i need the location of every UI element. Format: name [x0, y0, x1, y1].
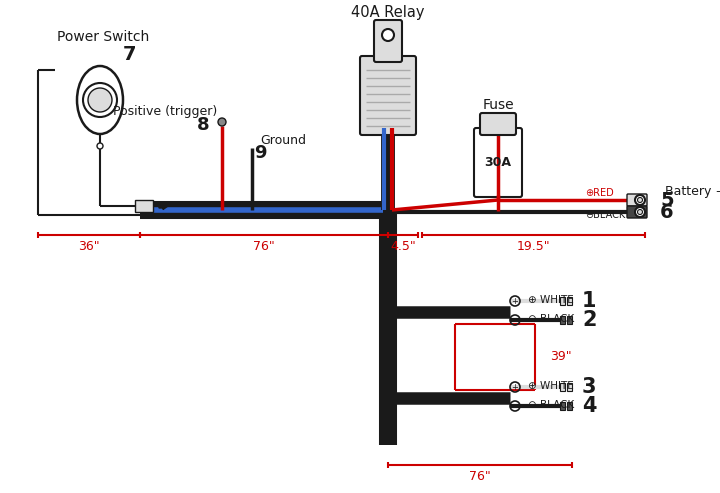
- Circle shape: [218, 118, 226, 126]
- Circle shape: [635, 207, 645, 217]
- Bar: [567, 316, 572, 324]
- Text: +: +: [512, 383, 518, 391]
- Bar: [567, 402, 572, 410]
- Bar: [560, 316, 565, 324]
- Text: -: -: [513, 401, 517, 411]
- Text: 5: 5: [660, 190, 674, 210]
- Text: 1: 1: [582, 291, 596, 311]
- Circle shape: [635, 195, 645, 205]
- Text: 76": 76": [469, 469, 491, 483]
- Bar: [567, 383, 572, 391]
- FancyBboxPatch shape: [474, 128, 522, 197]
- Text: -: -: [513, 315, 517, 325]
- Bar: [135, 200, 153, 212]
- Bar: [567, 297, 572, 305]
- Text: 39": 39": [550, 351, 572, 363]
- Text: ⊕ WHITE: ⊕ WHITE: [528, 295, 574, 305]
- Text: 7: 7: [123, 45, 137, 65]
- Text: Power Switch: Power Switch: [57, 30, 149, 44]
- Text: Battery +/-: Battery +/-: [665, 185, 720, 199]
- Bar: [560, 383, 565, 391]
- Ellipse shape: [77, 66, 123, 134]
- Circle shape: [97, 143, 103, 149]
- Text: ⊕RED: ⊕RED: [585, 188, 613, 198]
- Text: ⊖BLACK: ⊖BLACK: [585, 210, 625, 220]
- Text: ⊖ BLACK: ⊖ BLACK: [528, 400, 575, 410]
- Circle shape: [83, 83, 117, 117]
- FancyArrow shape: [159, 203, 168, 210]
- Text: 3: 3: [582, 377, 596, 397]
- Text: ⊕ WHITE: ⊕ WHITE: [528, 381, 574, 391]
- Text: Ground: Ground: [260, 134, 306, 146]
- FancyBboxPatch shape: [627, 206, 647, 218]
- Bar: [560, 297, 565, 305]
- Bar: [560, 402, 565, 410]
- Text: 9: 9: [254, 144, 266, 162]
- Text: 4.5": 4.5": [390, 240, 416, 252]
- Circle shape: [637, 198, 642, 203]
- Text: 76": 76": [253, 240, 275, 252]
- Text: 30A: 30A: [485, 155, 511, 169]
- Circle shape: [88, 88, 112, 112]
- Text: 40A Relay: 40A Relay: [351, 4, 425, 20]
- Circle shape: [637, 210, 642, 214]
- FancyBboxPatch shape: [360, 56, 416, 135]
- Text: Fuse: Fuse: [482, 98, 514, 112]
- Text: 8: 8: [197, 116, 210, 134]
- Text: 4: 4: [582, 396, 596, 416]
- FancyBboxPatch shape: [480, 113, 516, 135]
- Text: Positive (trigger): Positive (trigger): [113, 106, 217, 118]
- Text: ⊖ BLACK: ⊖ BLACK: [528, 314, 575, 324]
- Circle shape: [382, 29, 394, 41]
- FancyBboxPatch shape: [627, 194, 647, 206]
- Text: 6: 6: [660, 203, 674, 221]
- Text: +: +: [512, 296, 518, 306]
- Text: 2: 2: [582, 310, 596, 330]
- FancyBboxPatch shape: [374, 20, 402, 62]
- Text: 36": 36": [78, 240, 100, 252]
- Text: 19.5": 19.5": [517, 240, 550, 252]
